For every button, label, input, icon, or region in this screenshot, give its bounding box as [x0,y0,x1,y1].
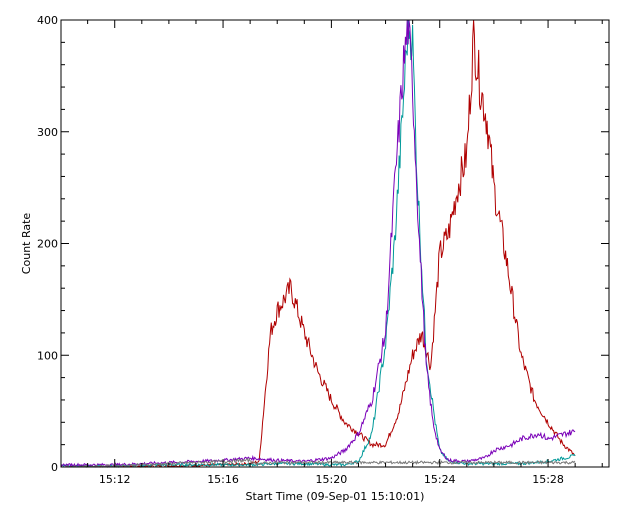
series-line-1 [60,19,576,468]
series-line-2 [60,19,576,468]
x-tick-label: 15:28 [532,473,564,486]
y-tick-label: 100 [37,349,58,362]
x-axis-label: Start Time (09-Sep-01 15:10:01) [246,490,425,503]
x-tick-label: 15:20 [316,473,348,486]
plot-frame [60,19,610,468]
series-line-4 [61,457,576,469]
series-line-3 [60,19,576,468]
y-tick-label: 0 [51,461,58,474]
y-tick-label: 300 [37,126,58,139]
y-axis-label: Count Rate [20,213,33,275]
x-tick-label: 15:12 [99,473,131,486]
axes-layer: 0 100 200 300 400 15:12 15:16 15:20 15:24 15:28 [37,14,609,486]
x-tick-label: 15:24 [424,473,456,486]
y-tick-label: 200 [37,238,58,251]
y-tick-label: 400 [37,14,58,27]
x-tick-label: 15:16 [207,473,239,486]
series-layer [60,19,576,469]
